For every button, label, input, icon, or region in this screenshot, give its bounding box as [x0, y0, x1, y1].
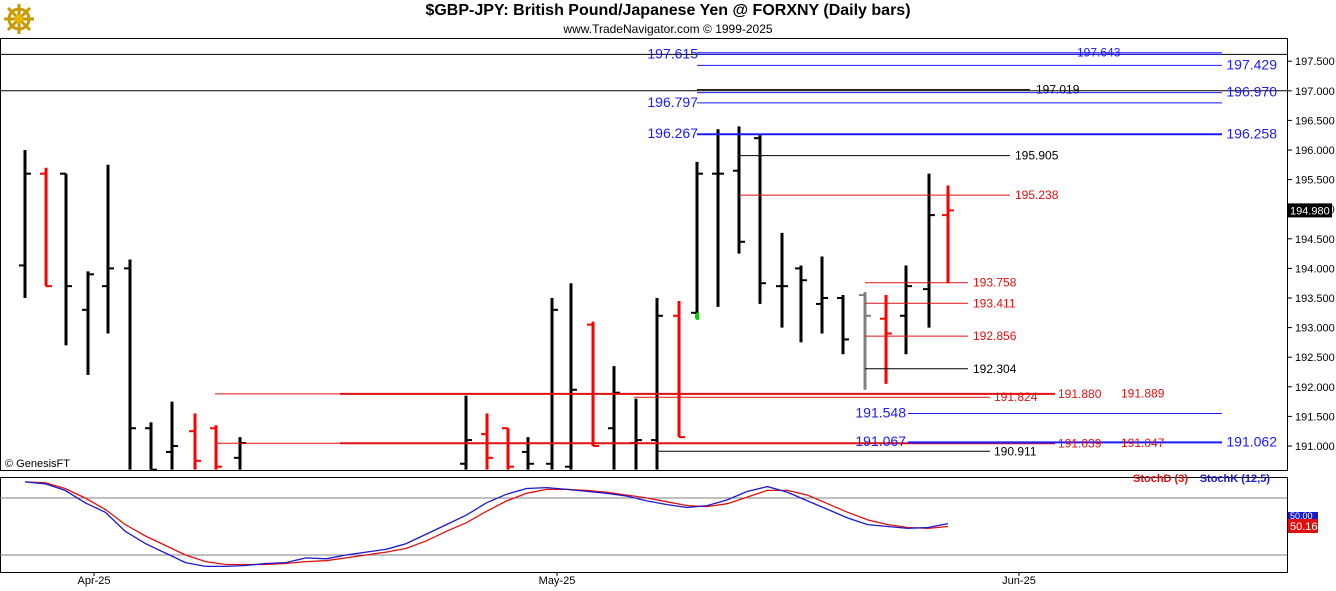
y-tick-label: 195.500 — [1295, 175, 1335, 187]
price-plot-area: 197.615 197.643 197.429 197.019 196.970 196.7… — [1, 45, 1287, 470]
level-label-195-238: 195.238 — [1015, 188, 1059, 202]
x-tick-label: Apr-25 — [77, 575, 110, 587]
level-label-191-047: 191.047 — [1121, 436, 1165, 450]
y-tick-label: 193.000 — [1295, 323, 1335, 335]
y-tick-label: 191.500 — [1295, 411, 1335, 423]
level-label-192-856: 192.856 — [973, 329, 1017, 343]
level-label-196-258: 196.258 — [1226, 126, 1277, 142]
price-panel-frame — [0, 38, 1288, 471]
stoch-panel-frame — [0, 477, 1288, 573]
y-tick-label: 197.000 — [1295, 86, 1335, 98]
level-label-193-411: 193.411 — [973, 296, 1016, 310]
y-tick-label: 191.000 — [1295, 441, 1335, 453]
level-label-191-824: 191.824 — [994, 390, 1038, 404]
stoch-badge-top-label: 50.00 — [1290, 511, 1313, 521]
stochk-legend: StochK (12,5) — [1200, 473, 1271, 485]
last-price-badge — [1288, 203, 1332, 218]
stochk-line — [24, 481, 949, 568]
level-label-191-548: 191.548 — [855, 405, 906, 421]
level-label-192-304: 192.304 — [973, 362, 1017, 376]
y-tick-label: 196.000 — [1295, 145, 1335, 157]
level-label-197-643: 197.643 — [1077, 46, 1121, 60]
y-tick-label: 194.500 — [1295, 234, 1335, 246]
y-tick-label: 192.000 — [1295, 382, 1335, 394]
level-label-197-019: 197.019 — [1036, 83, 1080, 97]
level-label-191-880: 191.880 — [1058, 387, 1102, 401]
level-label-191-067: 191.067 — [855, 433, 906, 449]
last-price-label: 194.980 — [1290, 205, 1330, 217]
level-label-193-758: 193.758 — [973, 276, 1017, 290]
level-label-196-797: 196.797 — [647, 94, 698, 110]
stoch-badge-top — [1288, 512, 1318, 520]
level-label-191-889: 191.889 — [1121, 386, 1165, 400]
level-label-191-062: 191.062 — [1226, 433, 1277, 449]
y-tick-label: 197.500 — [1295, 56, 1335, 68]
level-label-197-615: 197.615 — [647, 45, 698, 61]
x-tick-label: May-25 — [539, 575, 576, 587]
x-tick-label: Jun-25 — [1002, 575, 1036, 587]
stoch-badge-label: 50.16 — [1290, 521, 1318, 533]
level-label-196-970: 196.970 — [1226, 84, 1277, 100]
axis-background — [1288, 38, 1336, 591]
y-tick-label: 192.500 — [1295, 352, 1335, 364]
level-label-190-911: 190.911 — [994, 444, 1037, 458]
level-label-197-429: 197.429 — [1226, 56, 1277, 72]
stochd-line — [24, 481, 949, 566]
y-tick-label: 196.500 — [1295, 115, 1335, 127]
level-label-195-905: 195.905 — [1015, 149, 1059, 163]
stoch-badge — [1288, 519, 1318, 533]
chart-subtitle: www.TradeNavigator.com © 1999-2025 — [563, 22, 773, 36]
level-label-191-039: 191.039 — [1058, 437, 1102, 451]
chart-title: $GBP-JPY: British Pound/Japanese Yen @ F… — [425, 2, 911, 19]
stochd-legend: StochD (3) — [1133, 473, 1188, 485]
y-tick-label: 194.000 — [1295, 263, 1335, 275]
y-tick-label: 193.500 — [1295, 293, 1335, 305]
signal-marker — [696, 312, 699, 320]
ship-wheel-icon — [4, 4, 34, 34]
copyright-label: © GenesisFT — [5, 458, 70, 470]
level-label-196-267: 196.267 — [647, 125, 698, 141]
